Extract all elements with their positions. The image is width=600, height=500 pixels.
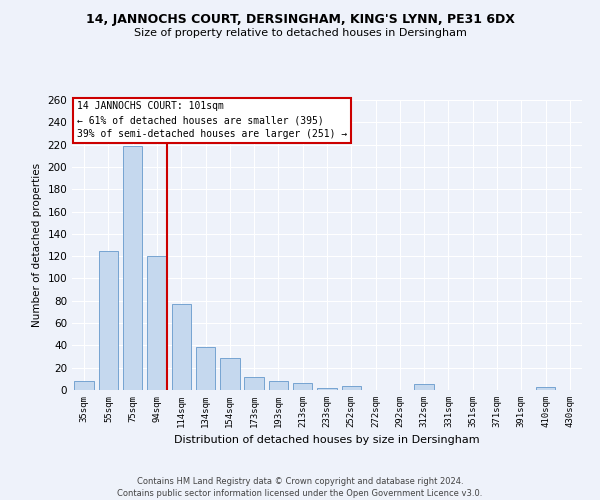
- Bar: [99, 250, 118, 390]
- Bar: [536, 386, 555, 390]
- Y-axis label: Number of detached properties: Number of detached properties: [32, 163, 42, 327]
- Text: Size of property relative to detached houses in Dersingham: Size of property relative to detached ho…: [134, 28, 466, 38]
- Bar: [123, 146, 142, 390]
- Bar: [269, 381, 288, 390]
- Bar: [244, 376, 264, 390]
- Text: Contains public sector information licensed under the Open Government Licence v3: Contains public sector information licen…: [118, 489, 482, 498]
- Text: 14, JANNOCHS COURT, DERSINGHAM, KING'S LYNN, PE31 6DX: 14, JANNOCHS COURT, DERSINGHAM, KING'S L…: [86, 12, 514, 26]
- Bar: [74, 381, 94, 390]
- Bar: [415, 384, 434, 390]
- X-axis label: Distribution of detached houses by size in Dersingham: Distribution of detached houses by size …: [174, 436, 480, 446]
- Bar: [317, 388, 337, 390]
- Bar: [220, 358, 239, 390]
- Bar: [293, 384, 313, 390]
- Bar: [341, 386, 361, 390]
- Text: Contains HM Land Registry data © Crown copyright and database right 2024.: Contains HM Land Registry data © Crown c…: [137, 478, 463, 486]
- Bar: [196, 346, 215, 390]
- Text: 14 JANNOCHS COURT: 101sqm
← 61% of detached houses are smaller (395)
39% of semi: 14 JANNOCHS COURT: 101sqm ← 61% of detac…: [77, 102, 347, 140]
- Bar: [172, 304, 191, 390]
- Bar: [147, 256, 167, 390]
